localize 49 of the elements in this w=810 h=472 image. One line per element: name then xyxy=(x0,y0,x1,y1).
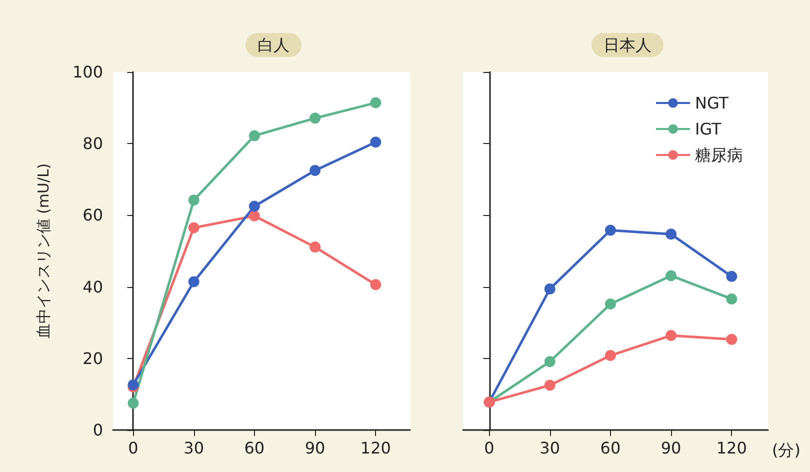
legend-label: 糖尿病 xyxy=(695,146,743,164)
legend-label: IGT xyxy=(695,120,722,138)
point xyxy=(370,136,382,148)
y-tick-label: 100 xyxy=(72,62,103,82)
y-axis-title: 血中インスリン値 (mU/L) xyxy=(34,163,52,339)
point xyxy=(128,379,139,390)
y-tick-label: 20 xyxy=(82,348,103,368)
x-tick-label: 30 xyxy=(184,438,204,458)
point xyxy=(188,222,200,234)
point xyxy=(310,112,321,124)
y-tick-label: 60 xyxy=(82,206,103,225)
point xyxy=(544,380,556,391)
legend-label: NGT xyxy=(695,94,729,112)
x-tick-label: 90 xyxy=(660,438,682,458)
point xyxy=(604,224,616,236)
point xyxy=(370,97,382,108)
point xyxy=(544,356,556,368)
point xyxy=(310,164,321,176)
point xyxy=(726,270,738,282)
point xyxy=(666,270,677,282)
x-tick-label: 60 xyxy=(600,438,621,458)
point xyxy=(310,242,321,253)
point xyxy=(726,334,738,345)
point xyxy=(666,228,677,240)
y-tick-label: 40 xyxy=(82,277,103,296)
x-tick-label: 60 xyxy=(244,438,265,458)
y-tick-label: 80 xyxy=(82,134,103,154)
point xyxy=(248,210,260,222)
point xyxy=(188,276,200,288)
x-tick-label: 30 xyxy=(540,438,560,458)
point xyxy=(726,293,738,304)
x-tick-label: 0 xyxy=(484,438,494,458)
x-tick-label: 120 xyxy=(716,438,747,458)
point xyxy=(370,279,382,290)
point xyxy=(604,350,616,362)
x-tick-label: 120 xyxy=(360,438,391,458)
point xyxy=(248,200,260,212)
chart-title: 白人 xyxy=(258,36,290,54)
chart-title: 日本人 xyxy=(604,36,652,54)
x-axis-title: (分) xyxy=(772,440,800,460)
point xyxy=(248,130,260,142)
point xyxy=(604,298,616,310)
point xyxy=(128,398,139,409)
point xyxy=(544,283,556,294)
y-tick-label: 0 xyxy=(92,420,103,440)
point xyxy=(188,194,200,206)
point xyxy=(666,330,677,341)
x-tick-label: 90 xyxy=(304,438,326,458)
x-tick-label: 0 xyxy=(128,438,138,458)
